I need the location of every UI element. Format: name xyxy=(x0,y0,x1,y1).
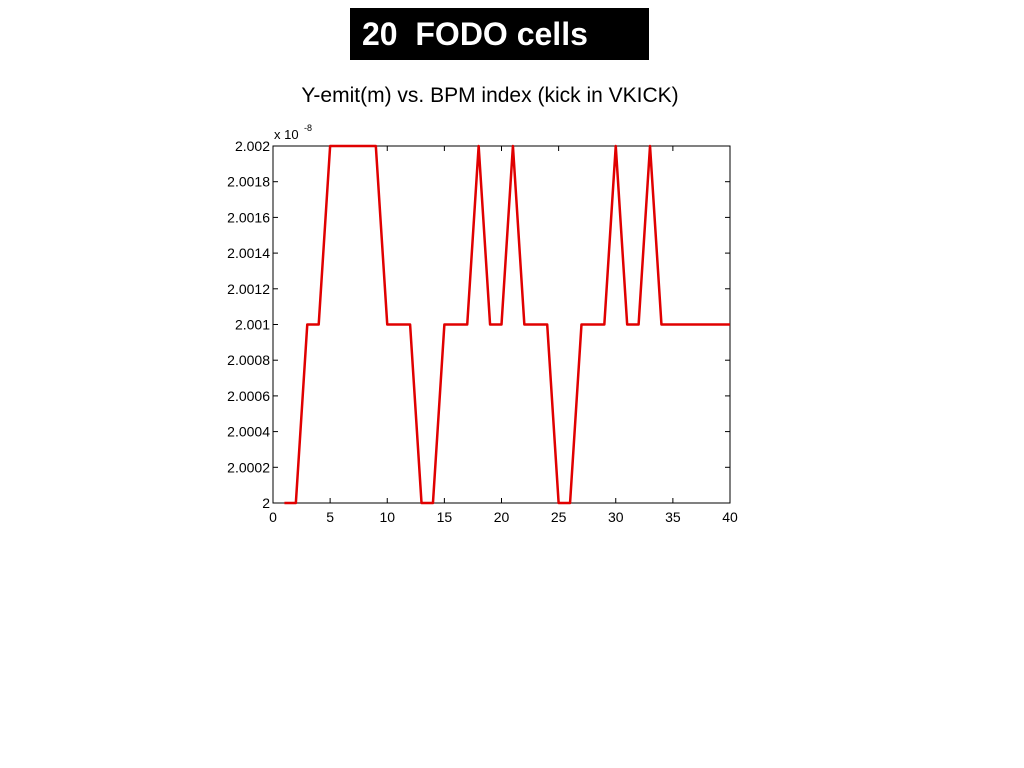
x-tick-label: 25 xyxy=(551,509,567,525)
series-line xyxy=(284,144,730,505)
y-tick-label: 2.0016 xyxy=(227,209,270,225)
x-tick-label: 10 xyxy=(379,509,395,525)
slide-title: 20 FODO cells xyxy=(350,8,649,60)
y-tick-label: 2.0012 xyxy=(227,281,270,297)
y-tick-label: 2.0014 xyxy=(227,245,270,261)
y-tick-label: 2.0008 xyxy=(227,352,270,368)
y-exponent-power: -8 xyxy=(304,123,312,133)
y-tick-label: 2.0004 xyxy=(227,424,270,440)
x-tick-label: 15 xyxy=(437,509,453,525)
x-tick-label: 0 xyxy=(269,509,277,525)
y-tick-label: 2 xyxy=(262,495,270,511)
x-tick-label: 35 xyxy=(665,509,681,525)
x-tick-label: 30 xyxy=(608,509,624,525)
series-group xyxy=(284,144,730,505)
chart-title: Y-emit(m) vs. BPM index (kick in VKICK) xyxy=(301,84,679,107)
x-tick-label: 40 xyxy=(722,509,738,525)
y-tick-label: 2.0006 xyxy=(227,388,270,404)
y-exponent-base: x 10 xyxy=(274,127,299,142)
y-axis-ticks: 2 2.0002 2.0004 2.0006 2.0008 2.001 2.0012 2.00… xyxy=(227,138,730,511)
x-tick-label: 5 xyxy=(326,509,334,525)
x-tick-label: 20 xyxy=(494,509,510,525)
x-axis-ticks: 0 5 10 15 20 25 30 35 40 xyxy=(269,146,738,525)
y-tick-label: 2.002 xyxy=(235,138,270,154)
y-tick-label: 2.0018 xyxy=(227,174,270,190)
y-tick-label: 2.0002 xyxy=(227,459,270,475)
y-tick-label: 2.001 xyxy=(235,317,270,333)
y-exponent-label: x 10 -8 xyxy=(274,123,312,142)
